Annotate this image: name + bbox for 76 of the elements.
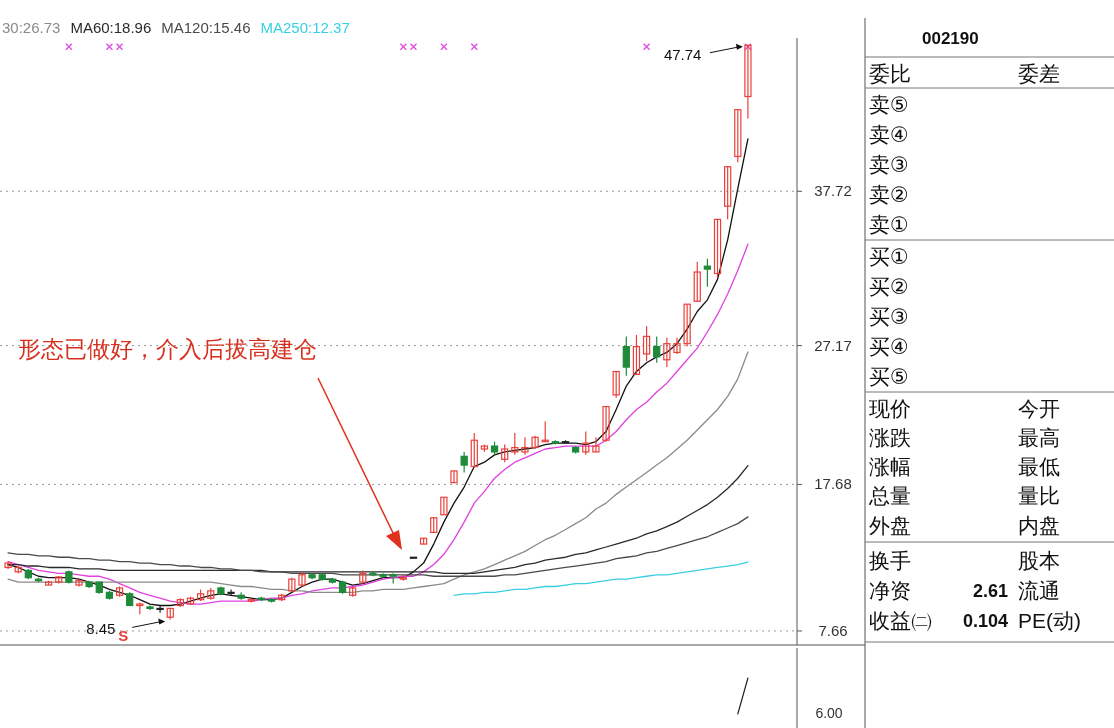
line-series [7,516,749,577]
y-tick-label: 27.17 [814,336,852,354]
candlestick [693,261,701,302]
candlestick [653,335,661,364]
text: PE(动) [1018,609,1081,632]
text: 卖② [869,183,909,206]
text: 卖③ [869,153,909,176]
text: MA60:18.96 [70,19,152,36]
text: 换手 [869,549,911,572]
annotation: 47.74 [663,45,702,63]
candlestick [734,109,742,163]
candlestick [227,588,235,596]
text: 委差 [1018,62,1060,85]
candlestick [622,335,630,377]
text: 卖④ [869,123,909,146]
text: 收益㈡ [869,609,932,632]
candlestick [531,435,539,450]
text: 30:26.73 [2,19,61,36]
text: 002190 [922,29,979,48]
text: 涨幅 [869,455,911,478]
text: 内盘 [1018,514,1060,537]
candlestick [602,405,610,443]
candlestick [288,577,296,593]
text: 股本 [1018,549,1060,572]
candlestick [632,334,641,376]
candlestick [724,166,732,220]
text: 涨跌 [869,426,911,449]
line-series [7,138,749,607]
text: 0.104 [962,611,1008,631]
y-tick-label: 7.66 [818,621,848,639]
candlestick [156,604,164,614]
candlestick [511,432,519,456]
text: 2.61 [972,581,1008,601]
text: 流通 [1018,579,1060,602]
candlestick [673,337,681,355]
text: 买③ [869,305,909,328]
line-series [7,243,749,605]
candlestick [460,451,468,474]
candlestick [642,325,651,362]
candlestick [713,218,722,279]
y-tick-label: 37.72 [814,182,852,200]
candlestick [612,370,620,399]
text: 最高 [1018,426,1060,449]
text: 买② [869,275,909,298]
candlestick [521,436,529,456]
candlestick [298,571,306,588]
candlestick [440,496,448,516]
candlestick [663,337,671,368]
annotation: 8.45 [86,620,116,638]
text: 买① [869,245,909,268]
candlestick [592,436,600,453]
annotation: 形态已做好，介入后拔高建仓 [18,336,317,362]
text: 委比 [869,62,911,85]
text: 现价 [869,397,911,420]
y-tick-label: 17.68 [814,475,852,493]
line-series [7,465,749,574]
candlestick [703,258,712,288]
candlestick [582,430,590,456]
text: 卖① [869,213,909,236]
text: 最低 [1018,455,1060,478]
text: 净资 [869,579,911,602]
text: 买⑤ [869,365,909,388]
candlestick [470,432,478,468]
text: 买④ [869,335,909,358]
text: 6.00 [815,705,843,721]
text: 今开 [1018,397,1060,420]
text: MA120:15.46 [161,19,251,36]
annotation: S [118,627,129,644]
text: 总量 [868,484,911,507]
text: 量比 [1018,484,1060,507]
text: MA250:12.37 [260,19,350,36]
text: 卖⑤ [869,93,909,116]
text: 外盘 [869,514,911,537]
candlestick [683,303,691,348]
candlestick [450,470,458,484]
line-series [453,561,749,596]
